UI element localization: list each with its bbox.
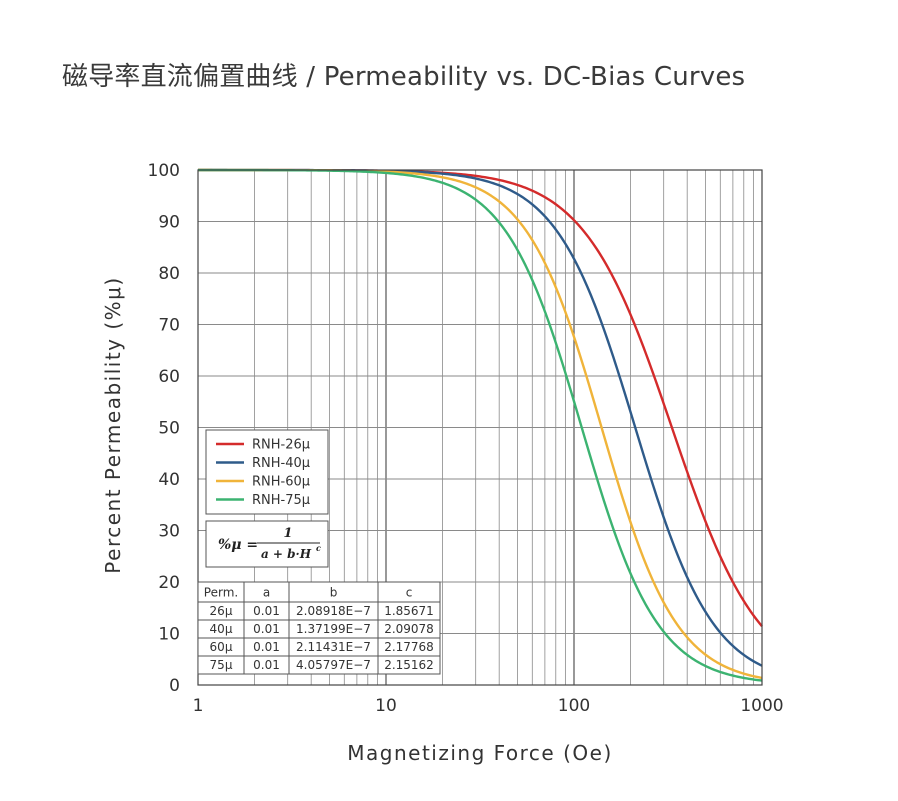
table-cell: 26μ [210, 604, 233, 618]
tick-labels: 1 10 100 1000 0 10 20 30 40 50 60 70 80 90 100 [148, 161, 784, 716]
table-cell: 2.08918E−7 [296, 604, 371, 618]
formula-exponent: c [316, 543, 321, 553]
table-cell: 2.09078 [384, 622, 434, 636]
table-cell: 4.05797E−7 [296, 658, 371, 672]
y-tick-label: 10 [158, 625, 180, 645]
table-cell: 0.01 [253, 622, 280, 636]
formula-lhs: %μ = [218, 537, 258, 553]
y-tick-label: 60 [158, 367, 180, 387]
parameter-table: Perm. a b c 26μ 0.01 2.08918E−7 1.85671 40μ 0.01 1… [197, 581, 441, 675]
table-cell: 2.11431E−7 [296, 640, 371, 654]
legend-label: RNH-40μ [252, 456, 310, 471]
legend-label: RNH-60μ [252, 475, 310, 490]
formula-numerator: 1 [283, 526, 292, 541]
legend-label: RNH-75μ [252, 493, 310, 508]
x-tick-label: 100 [558, 696, 590, 716]
y-tick-label: 70 [158, 316, 180, 336]
table-cell: 2.17768 [384, 640, 434, 654]
table-cell: 0.01 [253, 658, 280, 672]
table-cell: 1.37199E−7 [296, 622, 371, 636]
x-tick-label: 10 [375, 696, 397, 716]
x-tick-label: 1000 [740, 696, 783, 716]
y-tick-label: 0 [169, 676, 180, 696]
plot-frame [197, 169, 763, 686]
table-border [197, 581, 441, 675]
y-tick-label: 20 [158, 573, 180, 593]
table-cell: 0.01 [253, 640, 280, 654]
table-header: a [263, 586, 270, 600]
legend: RNH-26μ RNH-40μ RNH-60μ RNH-75μ [205, 429, 329, 515]
formula-denominator: a + b·H [261, 547, 312, 561]
formula-box: %μ = 1 a + b·H c [205, 520, 329, 568]
table-cell: 1.85671 [384, 604, 434, 618]
axis-labels: Magnetizing Force (Oe) Percent Permeabil… [101, 276, 613, 765]
legend-label: RNH-26μ [252, 438, 310, 453]
table-cell: 40μ [210, 622, 233, 636]
table-cell: 60μ [210, 640, 233, 654]
grid [198, 170, 762, 685]
y-tick-label: 30 [158, 522, 180, 542]
y-tick-label: 100 [148, 161, 180, 181]
x-tick-label: 1 [193, 696, 204, 716]
table-cell: 75μ [210, 658, 233, 672]
table-header: Perm. [204, 586, 238, 600]
table-cell: 2.15162 [384, 658, 434, 672]
chart-title: 磁导率直流偏置曲线 / Permeability vs. DC-Bias Cur… [62, 62, 746, 92]
table-header: c [406, 586, 413, 600]
plot-border [197, 169, 763, 686]
formula-border [205, 520, 329, 568]
y-tick-label: 80 [158, 264, 180, 284]
x-axis-label: Magnetizing Force (Oe) [347, 741, 613, 765]
table-header: b [330, 586, 338, 600]
y-tick-label: 40 [158, 470, 180, 490]
y-tick-label: 90 [158, 213, 180, 233]
y-axis-label: Percent Permeability (%μ) [101, 276, 125, 573]
table-cell: 0.01 [253, 604, 280, 618]
y-tick-label: 50 [158, 419, 180, 439]
